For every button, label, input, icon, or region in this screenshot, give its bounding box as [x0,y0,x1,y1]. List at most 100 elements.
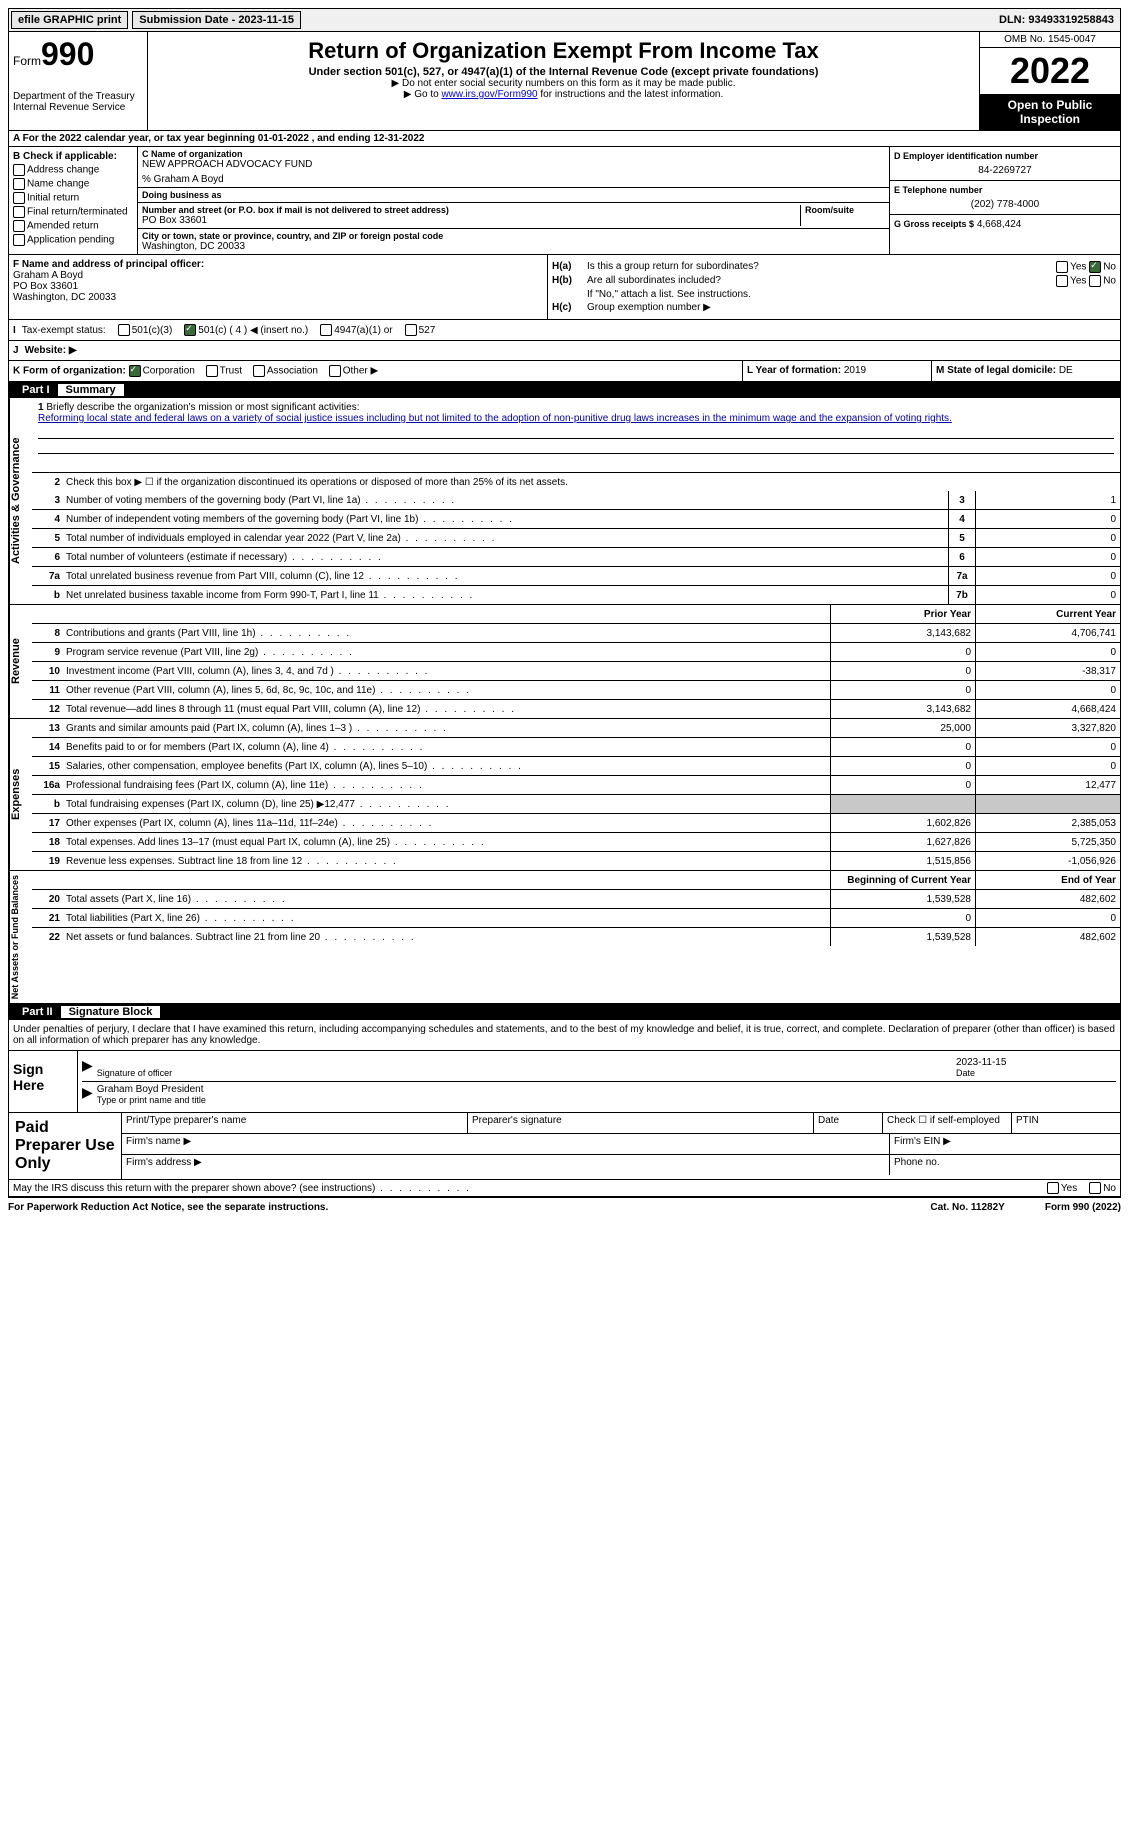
blank2 [38,439,1114,454]
discuss-yes-chk[interactable] [1047,1182,1059,1194]
header-center: Return of Organization Exempt From Incom… [148,32,979,130]
ln-desc: Revenue less expenses. Subtract line 18 … [64,854,830,869]
ln-prior: 0 [830,738,975,756]
ln-val: 0 [975,529,1120,547]
discuss-no-chk[interactable] [1089,1182,1101,1194]
note-post: for instructions and the latest informat… [538,89,724,100]
paperwork-notice: For Paperwork Reduction Act Notice, see … [8,1202,930,1213]
sidelabel-gov: Activities & Governance [9,398,32,604]
section-a: A For the 2022 calendar year, or tax yea… [8,131,1121,147]
ln-prior: 25,000 [830,719,975,737]
chk-amended[interactable]: Amended return [13,220,133,232]
ein-row: D Employer identification number 84-2269… [890,147,1120,181]
chk-4947[interactable] [320,324,332,336]
ln-desc: Salaries, other compensation, employee b… [64,759,830,774]
submission-button[interactable]: Submission Date - 2023-11-15 [132,11,301,29]
sig-lbl: Signature of officer [97,1068,172,1078]
chk-initial-return[interactable]: Initial return [13,192,133,204]
ln-cur: 4,706,741 [975,624,1120,642]
ln-num: 18 [32,837,64,848]
efile-button[interactable]: efile GRAPHIC print [11,11,128,29]
k-cell: K Form of organization: Corporation Trus… [9,361,743,381]
entity-block: B Check if applicable: Address change Na… [8,147,1121,255]
ln-prior: 1,515,856 [830,852,975,870]
ln-num: 12 [32,704,64,715]
hb-tag: H(b) [552,275,587,287]
chk-final-return[interactable]: Final return/terminated [13,206,133,218]
gross-lbl: G Gross receipts $ [894,219,974,229]
care-of: % Graham A Boyd [142,174,885,185]
hc-row: H(c) Group exemption number ▶ [552,302,1116,313]
line-11: 11 Other revenue (Part VIII, column (A),… [32,681,1120,700]
sig-date: 2023-11-15 [956,1057,1006,1068]
chk-pending[interactable]: Application pending [13,234,133,246]
ln-box: 3 [948,491,975,509]
firm-addr-lbl: Firm's address ▶ [122,1155,890,1175]
ln-box: 7a [948,567,975,585]
name-lbl: Type or print name and title [97,1095,206,1105]
ein-val: 84-2269727 [894,165,1116,176]
ln-cur: 4,668,424 [975,700,1120,718]
hdr-current: Current Year [975,605,1120,623]
hb-q: Are all subordinates included? [587,275,996,287]
ln-num: 7a [32,571,64,582]
gov-body: 1 Briefly describe the organization's mi… [32,398,1120,604]
line-19: 19 Revenue less expenses. Subtract line … [32,852,1120,870]
city-lbl: City or town, state or province, country… [142,231,885,241]
hb-yes-chk[interactable] [1056,275,1068,287]
sidelabel-net: Net Assets or Fund Balances [9,871,32,1003]
ln-cur: 0 [975,909,1120,927]
chk-trust[interactable] [206,365,218,377]
irs-link[interactable]: www.irs.gov/Form990 [441,89,537,100]
ln-num: 11 [32,685,64,696]
ln-prior: 0 [830,662,975,680]
ln-desc: Total expenses. Add lines 13–17 (must eq… [64,835,830,850]
sig-declaration: Under penalties of perjury, I declare th… [8,1020,1121,1051]
ha-row: H(a) Is this a group return for subordin… [552,261,1116,273]
chk-501c[interactable] [184,324,196,336]
line2-desc: Check this box ▶ ☐ if the organization d… [64,475,1120,490]
line-14: 14 Benefits paid to or for members (Part… [32,738,1120,757]
ln-prior: 0 [830,643,975,661]
f-addr1: PO Box 33601 [13,281,543,292]
ln-desc: Net unrelated business taxable income fr… [64,588,948,603]
ln-cur: 482,602 [975,928,1120,946]
ln-cur: -1,056,926 [975,852,1120,870]
discuss-q: May the IRS discuss this return with the… [13,1183,1047,1194]
opt-other: Other ▶ [343,366,378,377]
tax-year: 2022 [980,48,1120,94]
ln-box: 7b [948,586,975,604]
chk-527[interactable] [405,324,417,336]
ln-cur: 0 [975,738,1120,756]
chk-501c3[interactable] [118,324,130,336]
preparer-label: Paid Preparer Use Only [9,1113,122,1179]
sidelabel-exp: Expenses [9,719,32,870]
chk-other[interactable] [329,365,341,377]
prep-row1: Print/Type preparer's name Preparer's si… [122,1113,1120,1134]
chk-assoc[interactable] [253,365,265,377]
chk-corp[interactable] [129,365,141,377]
section-net: Net Assets or Fund Balances Beginning of… [8,871,1121,1004]
ln-cur [975,795,1120,813]
prep-self-lbl: Check ☐ if self-employed [883,1113,1012,1133]
ln-desc: Number of voting members of the governin… [64,493,948,508]
chk-name-change[interactable]: Name change [13,178,133,190]
org-name: NEW APPROACH ADVOCACY FUND [142,159,885,170]
ln-cur: 3,327,820 [975,719,1120,737]
line-16a: 16a Professional fundraising fees (Part … [32,776,1120,795]
firm-name-lbl: Firm's name ▶ [122,1134,890,1154]
sidelabel-rev: Revenue [9,605,32,718]
ha-no-chk[interactable] [1089,261,1101,273]
ha-yes-chk[interactable] [1056,261,1068,273]
room-lbl: Room/suite [805,205,885,215]
k-lbl: K Form of organization: [13,366,126,377]
hb-no-chk[interactable] [1089,275,1101,287]
gov-line-3: 3 Number of voting members of the govern… [32,491,1120,510]
chk-address-change[interactable]: Address change [13,164,133,176]
box-b-title: B Check if applicable: [13,151,133,162]
name-row: ▶ Graham Boyd PresidentType or print nam… [82,1082,1116,1108]
ln-cur: 0 [975,757,1120,775]
arrow-icon-2: ▶ [82,1084,93,1106]
line-18: 18 Total expenses. Add lines 13–17 (must… [32,833,1120,852]
box-f: F Name and address of principal officer:… [9,255,548,319]
